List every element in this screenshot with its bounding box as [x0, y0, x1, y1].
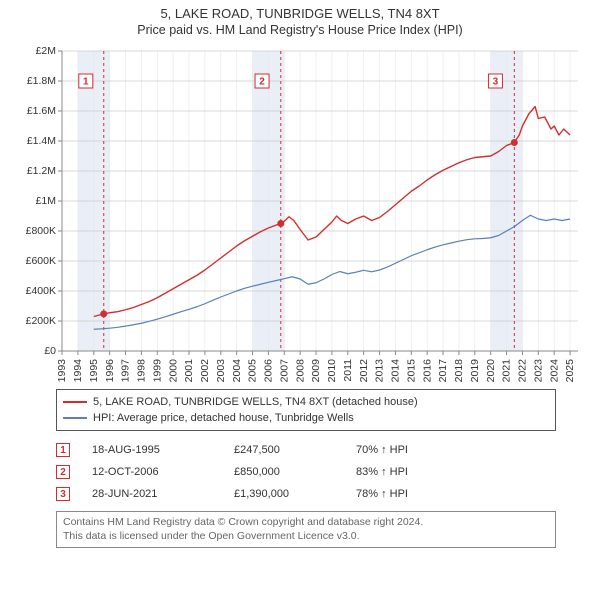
svg-text:1998: 1998: [136, 359, 148, 383]
svg-text:1994: 1994: [72, 359, 84, 383]
svg-text:2005: 2005: [247, 359, 259, 383]
svg-text:2009: 2009: [310, 359, 322, 383]
svg-text:2018: 2018: [453, 359, 465, 383]
footer-attribution: Contains HM Land Registry data © Crown c…: [56, 511, 556, 548]
svg-text:1993: 1993: [56, 359, 68, 383]
svg-text:2003: 2003: [215, 359, 227, 383]
svg-text:2014: 2014: [390, 359, 402, 383]
svg-text:£1M: £1M: [36, 195, 56, 207]
legend-row: HPI: Average price, detached house, Tunb…: [63, 410, 549, 426]
svg-text:£800K: £800K: [26, 225, 56, 237]
sale-price: £247,500: [234, 444, 334, 456]
svg-text:£2M: £2M: [36, 45, 56, 57]
sale-pct: 83% ↑ HPI: [356, 466, 476, 478]
svg-text:3: 3: [493, 77, 499, 88]
svg-text:2010: 2010: [326, 359, 338, 383]
svg-text:1996: 1996: [104, 359, 116, 383]
line-chart-svg: £0 £200K £400K £600K £800K £1M £1.2M £1.4M £1.6M…: [10, 43, 590, 383]
svg-text:2001: 2001: [183, 359, 195, 383]
legend-swatch: [63, 401, 87, 403]
svg-text:2012: 2012: [358, 359, 370, 383]
svg-text:2: 2: [259, 77, 265, 88]
legend-row: 5, LAKE ROAD, TUNBRIDGE WELLS, TN4 8XT (…: [63, 394, 549, 410]
svg-text:2013: 2013: [374, 359, 386, 383]
svg-text:£1.2M: £1.2M: [27, 165, 56, 177]
svg-text:1995: 1995: [88, 359, 100, 383]
sale-marker: 1: [56, 443, 70, 457]
sale-row: 2 12-OCT-2006 £850,000 83% ↑ HPI: [56, 461, 556, 483]
sale-row: 1 18-AUG-1995 £247,500 70% ↑ HPI: [56, 439, 556, 461]
svg-text:2024: 2024: [548, 359, 560, 383]
sale-marker: 3: [56, 487, 70, 501]
svg-text:2021: 2021: [501, 359, 513, 383]
sale-price: £850,000: [234, 466, 334, 478]
svg-text:2022: 2022: [517, 359, 529, 383]
svg-text:2023: 2023: [532, 359, 544, 383]
svg-text:2019: 2019: [469, 359, 481, 383]
svg-text:£600K: £600K: [26, 255, 56, 267]
sale-date: 18-AUG-1995: [92, 444, 212, 456]
svg-text:1: 1: [83, 77, 89, 88]
svg-text:2007: 2007: [278, 359, 290, 383]
svg-text:£1.8M: £1.8M: [27, 75, 56, 87]
legend-label: 5, LAKE ROAD, TUNBRIDGE WELLS, TN4 8XT (…: [93, 396, 418, 408]
sale-marker: 2: [56, 465, 70, 479]
title-block: 5, LAKE ROAD, TUNBRIDGE WELLS, TN4 8XT P…: [10, 6, 590, 37]
legend-swatch: [63, 417, 87, 419]
footer-line-2: This data is licensed under the Open Gov…: [63, 530, 549, 544]
svg-text:2015: 2015: [405, 359, 417, 383]
sale-row: 3 28-JUN-2021 £1,390,000 78% ↑ HPI: [56, 483, 556, 505]
sale-table: 1 18-AUG-1995 £247,500 70% ↑ HPI 2 12-OCT-200…: [56, 439, 556, 505]
sale-date: 28-JUN-2021: [92, 488, 212, 500]
legend-label: HPI: Average price, detached house, Tunb…: [93, 412, 354, 424]
svg-text:2017: 2017: [437, 359, 449, 383]
svg-text:2000: 2000: [167, 359, 179, 383]
svg-text:2006: 2006: [263, 359, 275, 383]
svg-text:2004: 2004: [231, 359, 243, 383]
svg-text:£0: £0: [44, 345, 56, 357]
legend: 5, LAKE ROAD, TUNBRIDGE WELLS, TN4 8XT (…: [56, 389, 556, 431]
svg-text:2011: 2011: [342, 359, 354, 382]
svg-text:£1.4M: £1.4M: [27, 135, 56, 147]
footer-line-1: Contains HM Land Registry data © Crown c…: [63, 516, 549, 530]
title-subtitle: Price paid vs. HM Land Registry's House …: [10, 23, 590, 37]
chart-container: 5, LAKE ROAD, TUNBRIDGE WELLS, TN4 8XT P…: [0, 0, 600, 590]
sale-pct: 70% ↑ HPI: [356, 444, 476, 456]
chart-area: £0 £200K £400K £600K £800K £1M £1.2M £1.4M £1.6M…: [10, 43, 590, 383]
sale-price: £1,390,000: [234, 488, 334, 500]
svg-text:2002: 2002: [199, 359, 211, 383]
sale-date: 12-OCT-2006: [92, 466, 212, 478]
svg-text:2016: 2016: [421, 359, 433, 383]
svg-text:2008: 2008: [294, 359, 306, 383]
svg-text:£1.6M: £1.6M: [27, 105, 56, 117]
svg-text:1999: 1999: [151, 359, 163, 383]
svg-text:£400K: £400K: [26, 285, 56, 297]
svg-text:2025: 2025: [564, 359, 576, 383]
title-address: 5, LAKE ROAD, TUNBRIDGE WELLS, TN4 8XT: [10, 6, 590, 21]
svg-text:2020: 2020: [485, 359, 497, 383]
sale-pct: 78% ↑ HPI: [356, 488, 476, 500]
svg-text:£200K: £200K: [26, 315, 56, 327]
svg-text:1997: 1997: [120, 359, 132, 383]
